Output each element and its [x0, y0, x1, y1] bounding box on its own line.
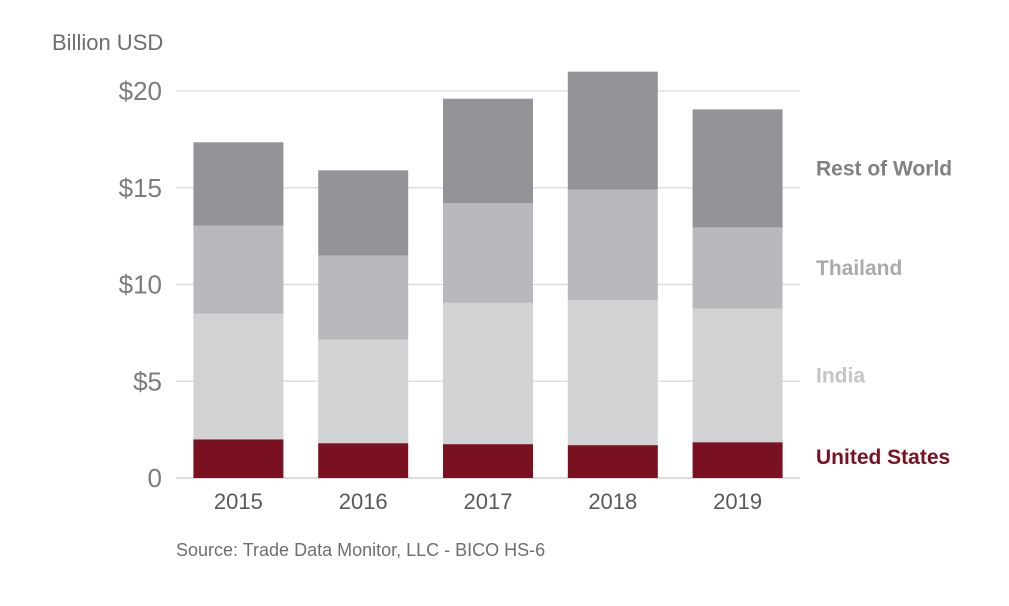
- bar-2018-india: [567, 299, 658, 446]
- bar-2019-united-states: [692, 442, 783, 478]
- y-tick-label: $20: [119, 76, 162, 106]
- bar-2015-india: [193, 313, 284, 440]
- x-tick-label: 2017: [464, 489, 513, 514]
- y-tick-label: $15: [119, 173, 162, 203]
- y-tick-label: 0: [148, 463, 162, 493]
- bar-2015-thailand: [193, 225, 284, 314]
- bar-2016-india: [318, 339, 409, 444]
- y-tick-label: $5: [133, 366, 162, 396]
- legend: United States India Thailand Rest of World: [816, 157, 952, 469]
- bar-2017-thailand: [443, 203, 533, 303]
- bar-2016-rest-of-world: [318, 170, 409, 256]
- bar-2016-united-states: [318, 443, 409, 478]
- bar-2016-thailand: [318, 255, 409, 340]
- y-tick-label: $10: [119, 270, 162, 300]
- source-note: Source: Trade Data Monitor, LLC - BICO H…: [176, 540, 545, 560]
- bars: [193, 71, 783, 478]
- bar-2018-rest-of-world: [567, 71, 658, 190]
- x-tick-label: 2015: [214, 489, 263, 514]
- y-tick-labels: 0 $5 $10 $15 $20: [119, 76, 162, 493]
- bar-2019-rest-of-world: [692, 109, 783, 228]
- legend-rest-of-world: Rest of World: [816, 157, 952, 180]
- bar-2015-rest-of-world: [193, 142, 284, 226]
- y-axis-label: Billion USD: [52, 30, 163, 55]
- legend-thailand: Thailand: [816, 257, 902, 280]
- legend-united-states: United States: [816, 446, 950, 469]
- bar-2018-united-states: [567, 445, 658, 478]
- bar-2015-united-states: [193, 439, 284, 478]
- bar-2017-united-states: [443, 444, 533, 478]
- bar-2018-thailand: [567, 189, 658, 300]
- bar-2017-rest-of-world: [443, 98, 533, 204]
- x-tick-label: 2016: [339, 489, 388, 514]
- bar-2017-india: [443, 302, 533, 445]
- x-tick-label: 2018: [588, 489, 637, 514]
- x-tick-labels: 2015 2016 2017 2018 2019: [214, 489, 762, 514]
- legend-india: India: [816, 364, 865, 387]
- bar-2019-thailand: [692, 227, 783, 309]
- bar-2019-india: [692, 308, 783, 443]
- x-tick-label: 2019: [713, 489, 762, 514]
